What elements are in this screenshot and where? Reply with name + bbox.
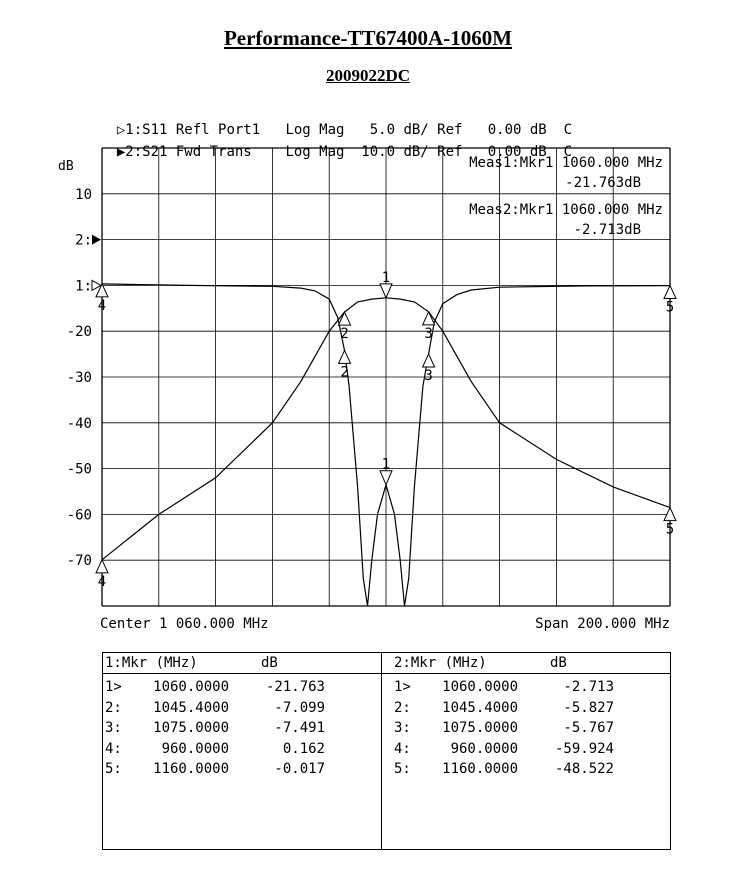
marker-label: 4	[98, 298, 106, 314]
left-row-5-id: 5:	[105, 761, 122, 777]
y-tick-label: -60	[67, 507, 92, 523]
left-row-4-value: 0.162	[282, 740, 325, 757]
marker-table-right: 2:Mkr (MHz) dB	[382, 653, 670, 849]
marker-s21-1-icon	[379, 283, 393, 300]
trace2-marker-icon: ▶	[116, 144, 126, 160]
left-header-label: 1:Mkr (MHz)	[105, 655, 198, 671]
right-row-5-id: 5:	[394, 761, 411, 777]
marker-label: 5	[666, 300, 674, 316]
y-tick-label: -30	[67, 370, 92, 386]
marker-table-left: 1:Mkr (MHz) dB	[103, 653, 381, 849]
trace1-header-text: 1:S11 Refl Port1 Log Mag 5.0 dB/ Ref 0.0…	[125, 122, 573, 138]
left-row-1-freq: 1060.0000	[153, 679, 229, 695]
trace1-marker-icon: ▷	[116, 122, 126, 138]
left-row-4-freq: 960.0000	[161, 740, 229, 757]
marker-s21-2-icon	[337, 310, 352, 326]
marker-table: 1:Mkr (MHz) dB 2:Mkr (MHz) dB 1> 1060.000…	[102, 652, 671, 850]
meas2-line2: -2.713dB	[574, 222, 641, 238]
table-header-rule	[103, 673, 670, 674]
marker-label: 3	[424, 368, 432, 384]
chart-subtitle: 2009022DC	[325, 66, 411, 85]
trace1-header: ▷1:S11 Refl Port1 Log Mag 5.0 dB/ Ref 0.…	[100, 106, 572, 138]
table-divider	[381, 653, 382, 849]
left-row-3-freq: 1075.0000	[153, 720, 229, 736]
ref-arrow-1-icon	[91, 279, 103, 292]
left-row-1-id: 1>	[105, 679, 122, 695]
right-row-4-value: -59.924	[554, 740, 614, 757]
right-row-5-freq: 1160.0000	[442, 761, 518, 777]
right-row-1-value: -2.713	[563, 679, 614, 695]
right-row-4-freq: 960.0000	[450, 740, 518, 757]
right-row-3-freq: 1075.0000	[442, 720, 518, 736]
meas1-line1: Meas1:Mkr1 1060.000 MHz	[469, 155, 663, 171]
y-tick-label: -40	[67, 416, 92, 432]
meas2-line1: Meas2:Mkr1 1060.000 MHz	[469, 202, 663, 218]
right-header-unit: dB	[550, 655, 567, 671]
marker-s21-4-icon	[95, 558, 109, 574]
right-row-3-id: 3:	[394, 720, 411, 736]
marker-s11-4-icon	[95, 282, 109, 298]
y-tick-label: 2:	[75, 233, 92, 249]
y-tick-label: -50	[67, 462, 92, 478]
marker-s11-5-icon	[663, 284, 677, 300]
marker-s11-1-icon	[379, 470, 393, 487]
right-row-3-value: -5.767	[563, 720, 614, 736]
marker-s11-2-icon	[337, 349, 352, 364]
left-row-4-id: 4:	[105, 740, 122, 757]
marker-s21-5-icon	[663, 506, 677, 522]
marker-label: 1	[382, 270, 390, 286]
left-row-3-value: -7.491	[274, 720, 325, 736]
left-row-3-id: 3:	[105, 720, 122, 736]
ref-arrow-2-icon	[92, 234, 101, 245]
left-row-1-value: -21.763	[265, 679, 325, 695]
y-tick-label: -20	[67, 324, 92, 340]
right-row-4-id: 4:	[394, 740, 411, 757]
right-row-1-freq: 1060.0000	[442, 679, 518, 695]
right-row-2-id: 2:	[394, 699, 411, 716]
meas1-line2: -21.763dB	[565, 175, 641, 191]
right-row-2-value: -5.827	[563, 699, 614, 716]
left-header-unit: dB	[261, 655, 278, 671]
marker-label: 2	[340, 364, 348, 380]
marker-label: 3	[424, 326, 432, 342]
y-axis-unit: dB	[58, 159, 74, 174]
left-row-2-id: 2:	[105, 699, 122, 716]
marker-s11-3-icon	[421, 352, 436, 368]
marker-label: 1	[382, 457, 390, 473]
center-frequency-label: Center 1 060.000 MHz	[100, 616, 269, 632]
right-row-5-value: -48.522	[554, 761, 614, 777]
y-tick-label: -70	[67, 553, 92, 569]
y-tick-label: 10	[75, 187, 92, 203]
y-tick-label: 1:	[75, 278, 92, 294]
span-label: Span 200.000 MHz	[535, 616, 670, 632]
marker-label: 4	[98, 574, 106, 590]
marker-label: 5	[666, 522, 674, 538]
right-row-1-id: 1>	[394, 679, 411, 695]
left-row-5-freq: 1160.0000	[153, 761, 229, 777]
left-row-5-value: -0.017	[274, 761, 325, 777]
right-row-2-freq: 1045.4000	[442, 699, 518, 716]
marker-label: 2	[340, 326, 348, 342]
chart-title: Performance-TT67400A-1060M	[223, 26, 513, 50]
marker-s21-3-icon	[421, 310, 436, 326]
left-row-2-freq: 1045.4000	[153, 699, 229, 716]
right-header-label: 2:Mkr (MHz)	[394, 655, 487, 671]
left-row-2-value: -7.099	[274, 699, 325, 716]
